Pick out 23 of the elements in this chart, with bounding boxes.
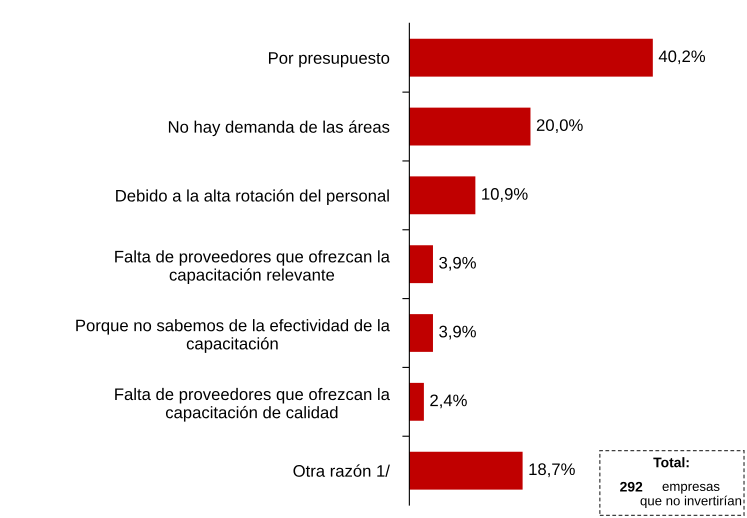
bar — [409, 382, 424, 421]
y-tick-label: Falta de proveedores que ofrezcan la capacitación relevante — [115, 250, 390, 284]
bar — [409, 245, 433, 284]
data-label: 2,4% — [430, 394, 467, 408]
y-tick-label: Por presupuesto — [268, 52, 390, 68]
y-tick-label: No hay demanda de las áreas — [168, 120, 390, 136]
bar — [409, 452, 523, 490]
data-label: 3,9% — [439, 256, 476, 271]
data-label: 3,9% — [439, 326, 476, 340]
annotation: 292 — [620, 482, 642, 492]
bar — [409, 108, 530, 146]
data-label: 10,9% — [482, 188, 528, 202]
y-tick-label: Falta de proveedores que ofrezcan la capacitación de calidad — [115, 388, 390, 422]
bar — [409, 38, 653, 77]
data-label: 20,0% — [536, 119, 583, 133]
y-tick-label: Debido a la alta rotación del personal — [116, 189, 389, 205]
y-tick-label: Porque no sabemos de la efectividad de la capacitación — [76, 319, 390, 353]
data-label: 40,2% — [658, 50, 706, 64]
data-label: 18,7% — [529, 463, 575, 478]
text: Total: — [653, 457, 689, 468]
y-tick-label: Otra razón 1/ — [293, 464, 390, 477]
bar — [409, 176, 476, 214]
bar — [409, 314, 433, 352]
